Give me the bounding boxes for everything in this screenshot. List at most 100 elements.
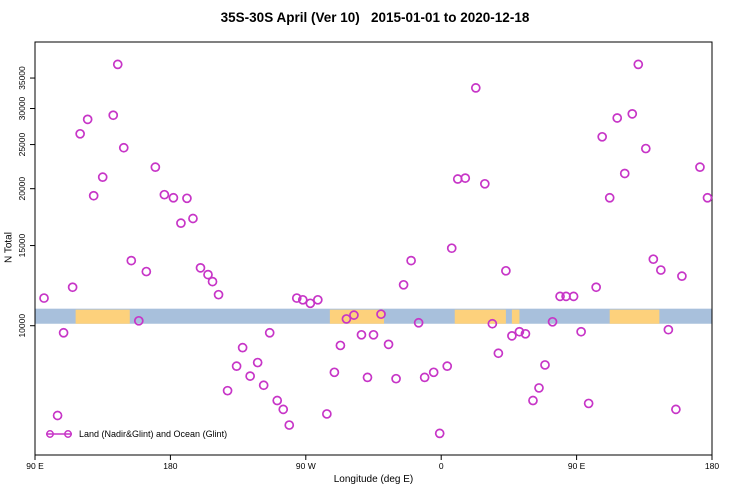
data-point bbox=[633, 59, 644, 70]
data-point bbox=[176, 218, 186, 229]
data-point bbox=[493, 348, 504, 359]
data-point bbox=[487, 318, 498, 329]
data-point bbox=[677, 271, 687, 281]
data-point bbox=[168, 192, 179, 203]
data-point bbox=[356, 329, 367, 340]
data-point bbox=[406, 255, 416, 266]
data-point bbox=[141, 266, 152, 277]
data-point bbox=[284, 420, 295, 430]
data-point bbox=[547, 316, 558, 327]
data-point bbox=[75, 128, 85, 139]
data-point bbox=[82, 114, 93, 125]
data-point bbox=[252, 357, 263, 368]
data-point bbox=[272, 395, 283, 406]
y-axis-label: N Total bbox=[3, 232, 15, 263]
data-point bbox=[501, 265, 511, 276]
x-tick-label: 90 E bbox=[26, 461, 44, 471]
data-point bbox=[376, 309, 386, 320]
data-point bbox=[278, 404, 289, 415]
map-strip-land bbox=[454, 309, 506, 324]
data-point bbox=[39, 293, 49, 303]
data-point bbox=[514, 326, 525, 337]
legend-symbol bbox=[46, 430, 72, 438]
data-point bbox=[245, 371, 255, 381]
data-point bbox=[619, 168, 630, 179]
data-point bbox=[322, 409, 332, 419]
data-point bbox=[58, 327, 69, 338]
data-point bbox=[182, 193, 192, 204]
data-point bbox=[597, 131, 608, 142]
data-point bbox=[648, 254, 659, 265]
x-tick-label: 90 W bbox=[296, 461, 316, 471]
data-point bbox=[291, 293, 302, 303]
data-point bbox=[398, 279, 409, 290]
data-point bbox=[213, 289, 224, 300]
data-point bbox=[67, 282, 78, 293]
data-point bbox=[470, 83, 481, 93]
data-point bbox=[335, 340, 346, 351]
data-point bbox=[591, 282, 602, 293]
data-point bbox=[329, 367, 340, 378]
data-point bbox=[341, 314, 352, 324]
data-point bbox=[383, 339, 394, 350]
legend-label: Land (Nadir&Glint) and Ocean (Glint) bbox=[79, 429, 228, 439]
y-tick-label: 10000 bbox=[17, 314, 27, 338]
data-point bbox=[222, 385, 233, 396]
data-point bbox=[419, 372, 430, 383]
data-point bbox=[203, 269, 213, 280]
data-point bbox=[612, 113, 623, 123]
data-point bbox=[231, 361, 242, 372]
data-point bbox=[576, 326, 586, 337]
data-point bbox=[112, 59, 123, 70]
y-tick-label: 30000 bbox=[17, 96, 27, 120]
x-tick-label: 180 bbox=[705, 461, 719, 471]
data-point bbox=[97, 172, 108, 183]
data-point bbox=[391, 373, 401, 384]
legend: Land (Nadir&Glint) and Ocean (Glint) bbox=[44, 429, 227, 439]
data-point bbox=[604, 192, 615, 203]
plot-border bbox=[34, 41, 713, 456]
data-point bbox=[434, 428, 445, 439]
map-strip-land bbox=[511, 309, 520, 324]
y-tick-label: 15000 bbox=[17, 233, 27, 257]
data-point bbox=[555, 291, 565, 302]
data-point bbox=[507, 331, 517, 341]
data-point bbox=[520, 328, 531, 339]
x-axis-label: Longitude (deg E) bbox=[333, 474, 414, 485]
data-point bbox=[583, 398, 594, 409]
data-point bbox=[312, 294, 323, 305]
y-tick-label: 35000 bbox=[17, 66, 27, 90]
x-tick-label: 180 bbox=[163, 461, 177, 471]
data-point bbox=[52, 410, 63, 421]
data-point bbox=[188, 213, 198, 224]
data-point bbox=[695, 162, 705, 173]
data-point bbox=[126, 255, 137, 266]
data-point bbox=[413, 317, 424, 328]
data-point bbox=[349, 310, 359, 320]
data-point bbox=[305, 298, 316, 309]
data-point bbox=[264, 327, 275, 338]
data-point bbox=[258, 380, 269, 391]
data-point bbox=[540, 360, 550, 370]
data-point bbox=[446, 243, 457, 254]
data-point bbox=[528, 395, 538, 406]
data-point bbox=[150, 162, 161, 173]
y-tick-label: 25000 bbox=[17, 132, 27, 156]
data-point bbox=[108, 110, 119, 121]
data-point bbox=[627, 109, 638, 119]
map-strip-land bbox=[75, 309, 130, 324]
data-point bbox=[568, 291, 579, 302]
y-tick-label: 20000 bbox=[17, 177, 27, 201]
data-point bbox=[118, 142, 129, 153]
data-point bbox=[237, 342, 248, 353]
data-point bbox=[534, 383, 544, 393]
data-point bbox=[663, 324, 674, 335]
data-point bbox=[479, 178, 490, 189]
x-tick-label: 90 E bbox=[568, 461, 586, 471]
data-point bbox=[159, 189, 170, 200]
data-point bbox=[88, 190, 99, 201]
data-point bbox=[442, 361, 453, 372]
data-point bbox=[362, 372, 373, 383]
